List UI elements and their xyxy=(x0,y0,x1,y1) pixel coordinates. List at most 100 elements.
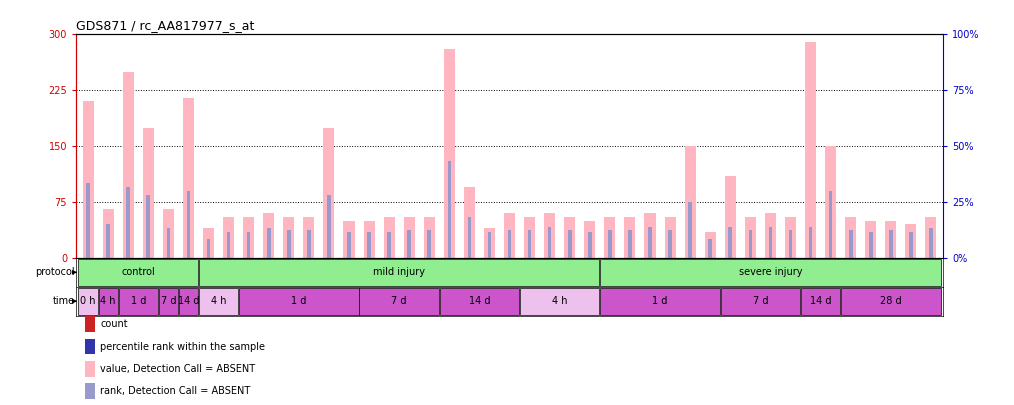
Bar xyxy=(484,228,495,258)
FancyBboxPatch shape xyxy=(98,288,118,315)
FancyBboxPatch shape xyxy=(841,288,941,315)
Bar xyxy=(929,228,933,258)
Bar xyxy=(769,227,773,258)
Text: 1 d: 1 d xyxy=(652,296,668,306)
Bar xyxy=(725,176,736,258)
Text: 1 d: 1 d xyxy=(291,296,306,306)
Bar xyxy=(428,230,431,258)
Bar xyxy=(548,227,552,258)
Bar xyxy=(504,213,515,258)
Bar xyxy=(524,217,535,258)
Bar xyxy=(564,217,575,258)
Bar xyxy=(568,230,572,258)
Text: protocol: protocol xyxy=(34,267,74,277)
Bar xyxy=(584,221,595,258)
FancyBboxPatch shape xyxy=(721,288,800,315)
Text: 1 d: 1 d xyxy=(131,296,146,306)
Bar xyxy=(910,232,913,258)
Bar xyxy=(223,217,234,258)
Text: severe injury: severe injury xyxy=(738,267,802,277)
Bar xyxy=(648,227,652,258)
Bar xyxy=(85,316,95,332)
Bar xyxy=(207,239,210,258)
FancyBboxPatch shape xyxy=(600,288,720,315)
Text: 14 d: 14 d xyxy=(468,296,490,306)
Text: mild injury: mild injury xyxy=(373,267,425,277)
Bar xyxy=(748,230,752,258)
Text: GDS871 / rc_AA817977_s_at: GDS871 / rc_AA817977_s_at xyxy=(76,19,255,32)
FancyBboxPatch shape xyxy=(119,288,158,315)
Bar xyxy=(508,230,511,258)
FancyBboxPatch shape xyxy=(78,288,97,315)
Bar xyxy=(728,227,732,258)
Text: 4 h: 4 h xyxy=(552,296,568,306)
Bar xyxy=(307,230,310,258)
Text: time: time xyxy=(53,296,74,306)
Bar xyxy=(183,98,194,258)
Bar xyxy=(645,213,655,258)
Bar xyxy=(106,224,110,258)
FancyBboxPatch shape xyxy=(801,288,841,315)
Text: percentile rank within the sample: percentile rank within the sample xyxy=(100,341,266,352)
Bar xyxy=(387,232,391,258)
FancyBboxPatch shape xyxy=(178,288,198,315)
Bar xyxy=(404,217,415,258)
Bar xyxy=(488,232,491,258)
Bar xyxy=(849,230,853,258)
Bar xyxy=(246,232,250,258)
Bar xyxy=(227,232,230,258)
Bar xyxy=(926,217,937,258)
Bar xyxy=(123,72,134,258)
Bar xyxy=(608,230,611,258)
FancyBboxPatch shape xyxy=(520,288,599,315)
Bar xyxy=(805,42,816,258)
Bar xyxy=(785,217,796,258)
FancyBboxPatch shape xyxy=(199,259,599,286)
Text: value, Detection Call = ABSENT: value, Detection Call = ABSENT xyxy=(100,364,256,374)
Bar xyxy=(243,217,255,258)
Text: 28 d: 28 d xyxy=(880,296,901,306)
Bar xyxy=(127,187,130,258)
Bar xyxy=(264,213,274,258)
Bar xyxy=(102,209,114,258)
Bar xyxy=(628,230,632,258)
FancyBboxPatch shape xyxy=(159,288,178,315)
Text: 14 d: 14 d xyxy=(177,296,199,306)
FancyBboxPatch shape xyxy=(239,288,359,315)
Bar xyxy=(187,191,191,258)
Text: 7 d: 7 d xyxy=(160,296,176,306)
Bar xyxy=(528,230,531,258)
Text: count: count xyxy=(100,319,128,329)
Bar xyxy=(86,183,90,258)
Bar xyxy=(444,49,455,258)
Bar xyxy=(303,217,314,258)
Bar xyxy=(364,221,374,258)
Bar xyxy=(668,230,672,258)
Bar xyxy=(664,217,675,258)
Bar xyxy=(383,217,394,258)
Bar xyxy=(82,102,93,258)
Text: 4 h: 4 h xyxy=(211,296,226,306)
Text: 14 d: 14 d xyxy=(810,296,831,306)
Bar xyxy=(604,217,615,258)
Bar xyxy=(287,230,291,258)
Bar xyxy=(809,227,812,258)
Text: 7 d: 7 d xyxy=(391,296,407,306)
FancyBboxPatch shape xyxy=(359,288,439,315)
Bar xyxy=(283,217,294,258)
Bar xyxy=(684,146,696,258)
Bar xyxy=(424,217,435,258)
Bar xyxy=(85,383,95,399)
Bar xyxy=(163,209,173,258)
FancyBboxPatch shape xyxy=(600,259,941,286)
Bar xyxy=(545,213,556,258)
Bar xyxy=(889,230,892,258)
FancyBboxPatch shape xyxy=(199,288,238,315)
Bar xyxy=(846,217,856,258)
Bar xyxy=(328,194,331,258)
Text: 7 d: 7 d xyxy=(752,296,769,306)
Bar xyxy=(588,232,591,258)
Bar xyxy=(267,228,271,258)
Text: control: control xyxy=(122,267,155,277)
Text: 0 h: 0 h xyxy=(80,296,96,306)
